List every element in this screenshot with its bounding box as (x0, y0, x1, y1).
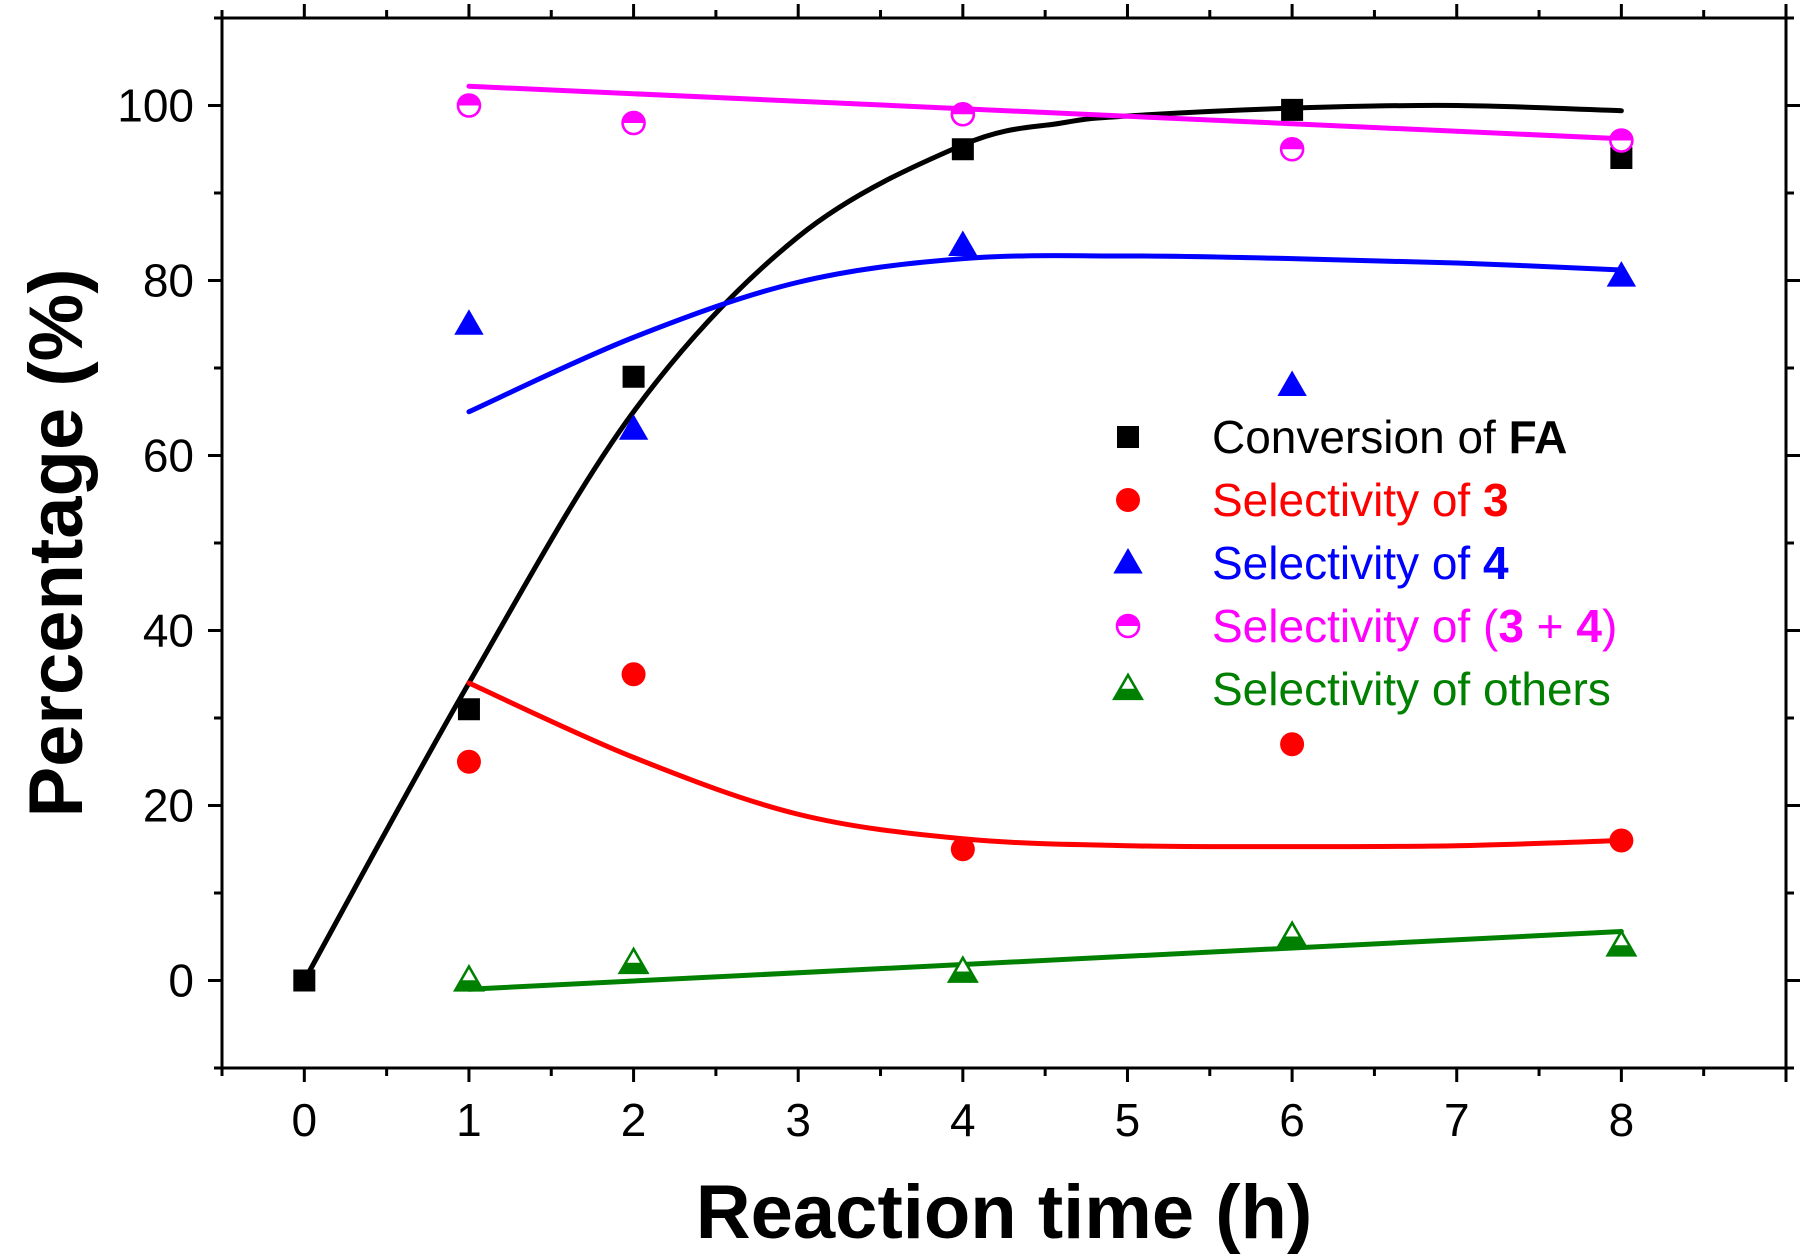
data-point (621, 662, 646, 687)
legend-item: Selectivity of others (1112, 663, 1611, 715)
legend-marker (1115, 613, 1141, 639)
data-point (1280, 732, 1305, 757)
legend-label: Selectivity of 3 (1212, 474, 1509, 526)
x-tick-label: 0 (292, 1094, 318, 1146)
fit-curve (466, 929, 1624, 992)
fit-curve (301, 102, 1624, 983)
x-tick-label: 7 (1444, 1094, 1470, 1146)
y-tick-label: 0 (168, 955, 194, 1007)
data-point (1276, 920, 1309, 948)
data-markers (293, 93, 1638, 992)
legend-marker (1113, 548, 1143, 574)
fit-curve (466, 83, 1624, 142)
data-point (1610, 147, 1633, 169)
x-tick-label: 8 (1609, 1094, 1635, 1146)
data-point (452, 963, 485, 992)
data-point (946, 955, 979, 983)
series-markers (456, 93, 1634, 162)
legend-label: Selectivity of 4 (1212, 537, 1509, 589)
fit-curve (466, 680, 1624, 850)
series-markers (293, 98, 1633, 992)
axis-ticks (208, 4, 1800, 1082)
legend-item: Selectivity of (3 + 4) (1115, 600, 1617, 652)
data-point (617, 946, 650, 975)
data-point (950, 837, 975, 862)
y-tick-label: 100 (117, 80, 194, 132)
y-tick-label: 60 (143, 430, 194, 482)
legend-marker (1112, 672, 1144, 701)
data-point (948, 230, 978, 256)
x-axis-title: Reaction time (h) (696, 1170, 1313, 1255)
x-tick-label: 6 (1279, 1094, 1305, 1146)
data-point (618, 414, 649, 440)
data-point (1606, 261, 1637, 287)
data-point (951, 138, 974, 161)
data-point (1609, 828, 1634, 853)
series-markers (452, 920, 1638, 992)
data-point (622, 365, 645, 388)
x-tick-label: 3 (785, 1094, 811, 1146)
data-point (1605, 928, 1638, 957)
data-point (1277, 370, 1307, 396)
data-point (1609, 128, 1634, 153)
x-tick-label: 2 (621, 1094, 647, 1146)
y-tick-label: 20 (143, 780, 194, 832)
x-tick-label: 5 (1115, 1094, 1141, 1146)
legend-label: Conversion of FA (1212, 411, 1567, 463)
legend-marker (1117, 426, 1139, 448)
legend-item: Conversion of FA (1117, 411, 1567, 463)
data-point (457, 698, 480, 721)
legend-marker (1116, 488, 1140, 512)
x-tick-label: 4 (950, 1094, 976, 1146)
data-point (950, 101, 976, 127)
legend-label: Selectivity of others (1212, 663, 1611, 715)
legend-item: Selectivity of 4 (1113, 537, 1509, 589)
data-point (1279, 136, 1305, 162)
legend-item: Selectivity of 3 (1116, 474, 1509, 526)
data-point (454, 309, 484, 335)
series-markers (454, 230, 1637, 440)
data-point (293, 969, 316, 992)
data-point (621, 110, 646, 136)
y-axis-title: Percentage (%) (14, 268, 99, 817)
y-tick-label: 40 (143, 605, 194, 657)
data-point (456, 749, 481, 774)
data-point (1281, 98, 1304, 121)
fit-curve (466, 253, 1624, 415)
x-tick-label: 1 (456, 1094, 482, 1146)
series-markers (456, 662, 1634, 862)
legend: Conversion of FA Selectivity of 3 Selectiv… (1112, 411, 1617, 715)
data-point (456, 93, 482, 118)
y-tick-label: 80 (143, 255, 194, 307)
legend-label: Selectivity of (3 + 4) (1212, 600, 1617, 652)
plot-frame (220, 16, 1788, 1070)
fit-curves (301, 83, 1624, 992)
